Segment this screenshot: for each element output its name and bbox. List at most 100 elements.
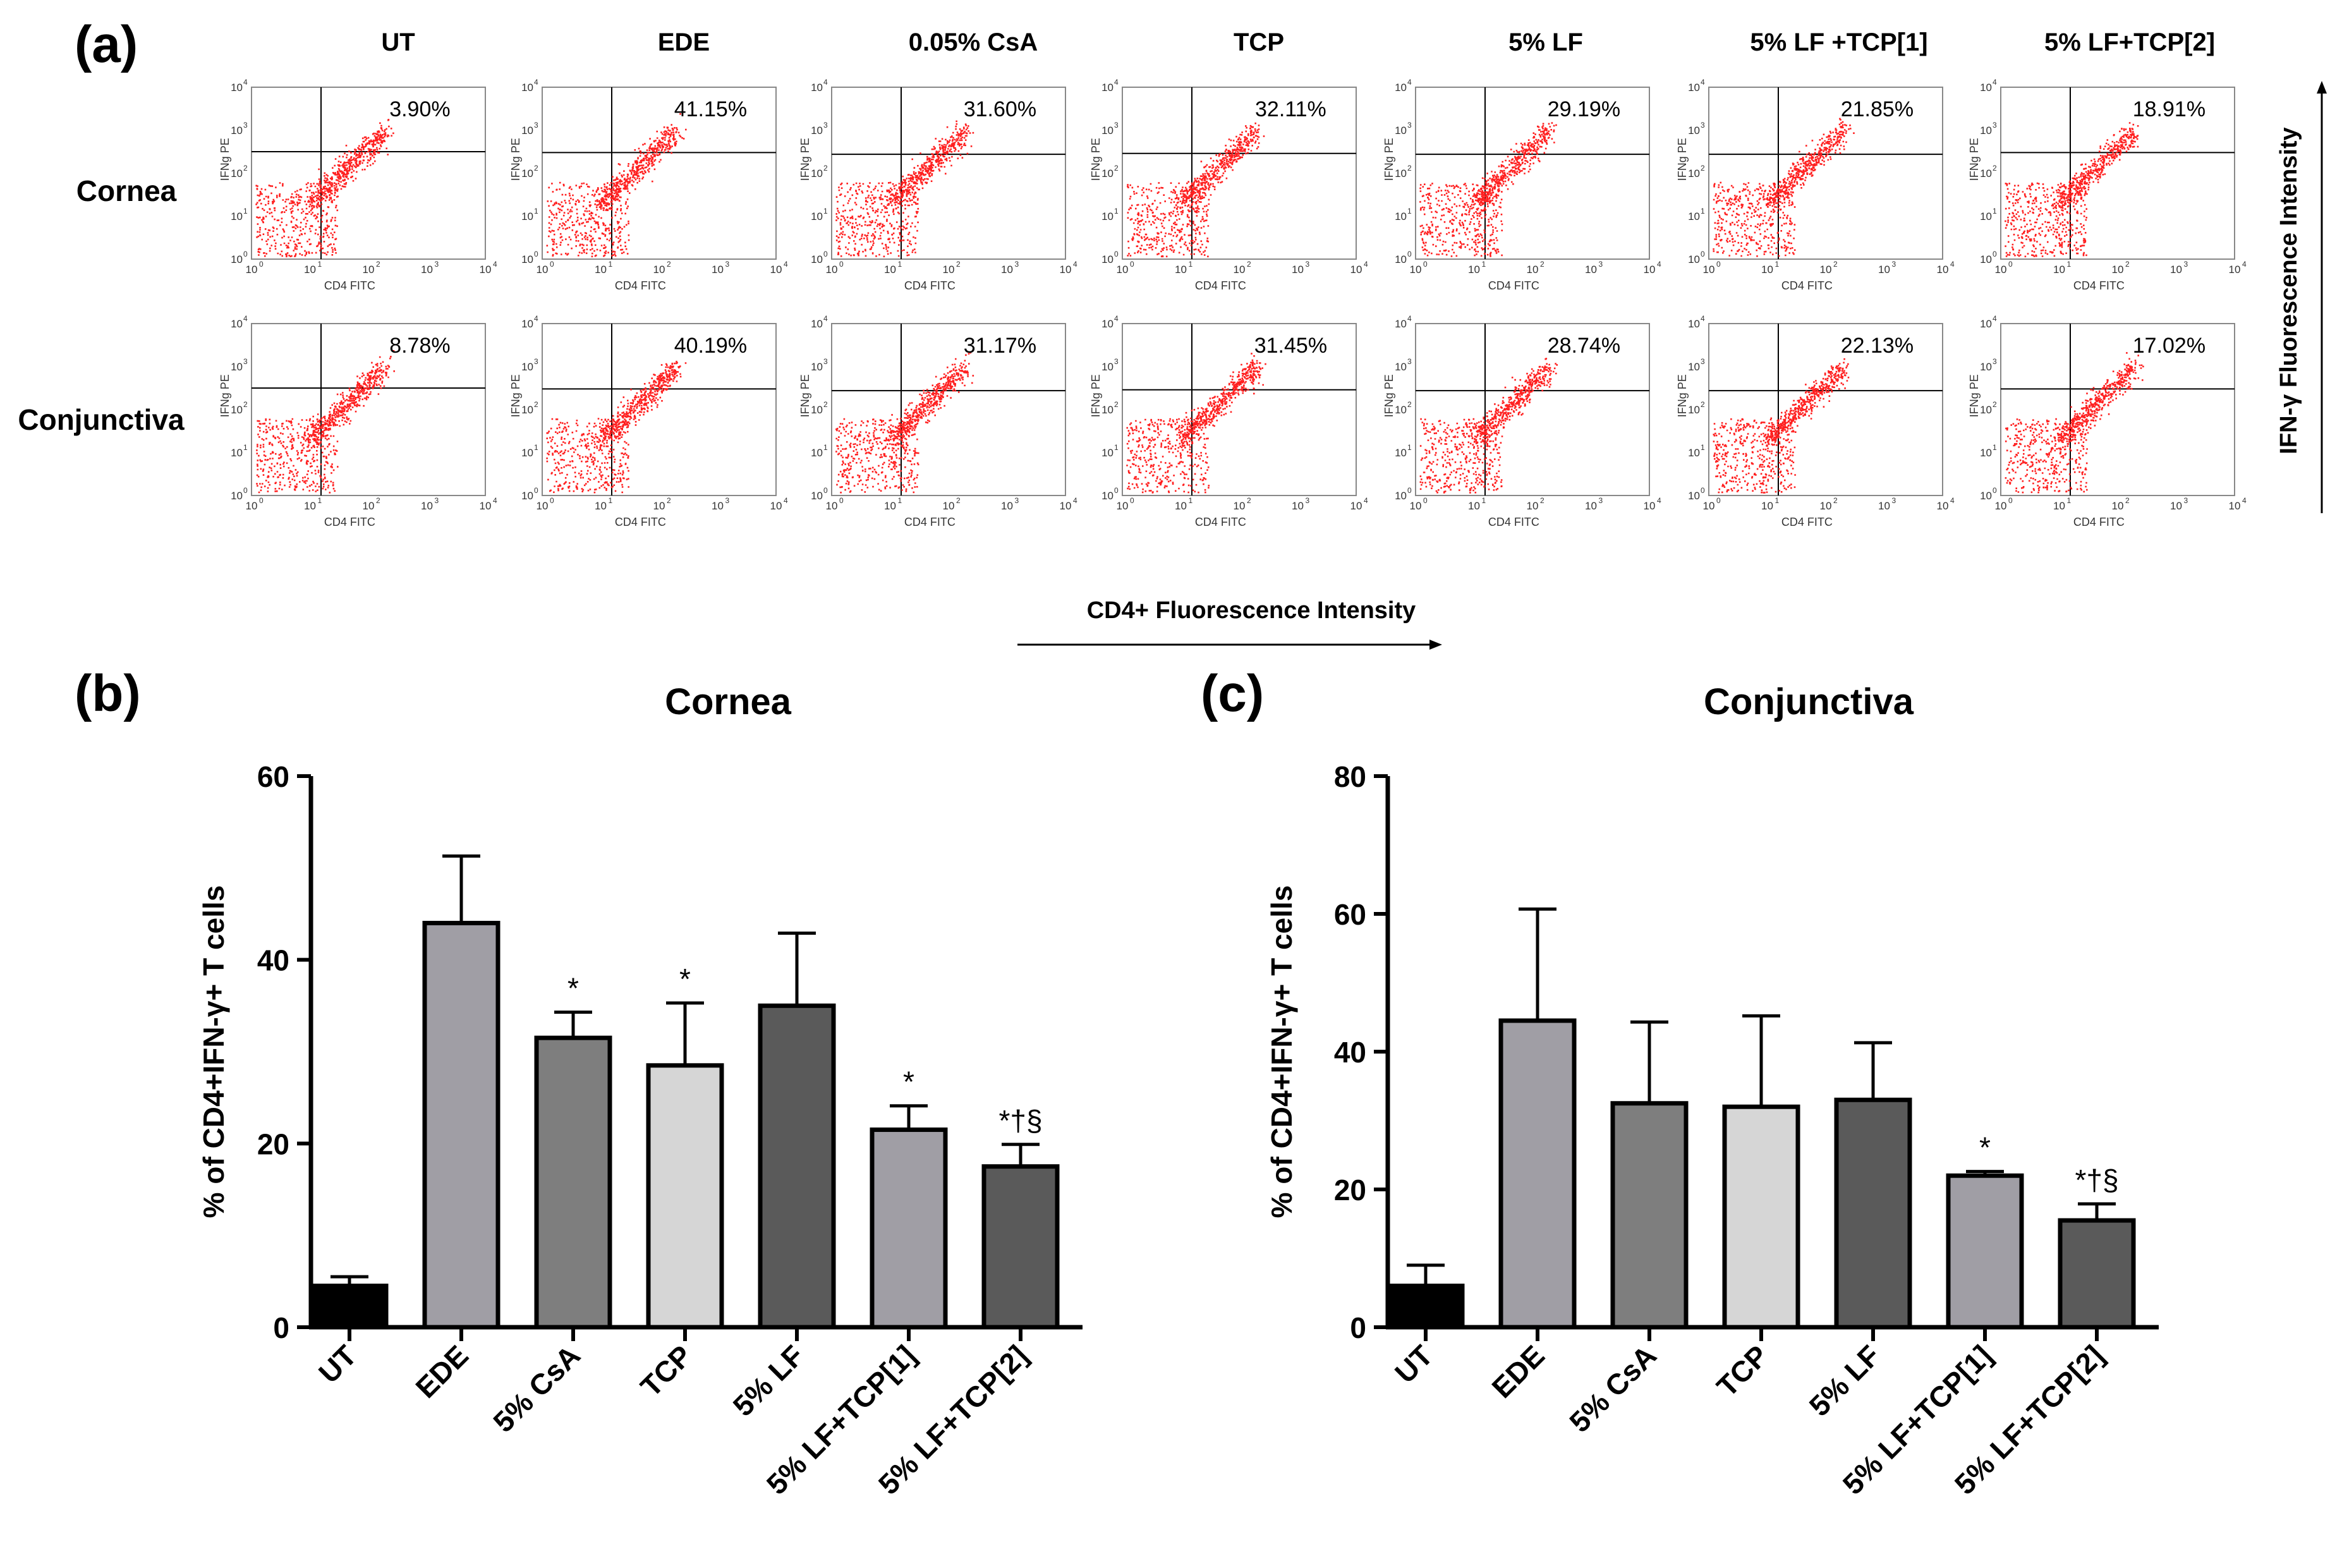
flow-x-tick-exponent: 2 (1833, 496, 1838, 505)
column-title-lf: 5% LF (1508, 28, 1583, 56)
bar (422, 921, 501, 1330)
flow-x-tick-label: 10 (884, 264, 896, 276)
column-title-csa: 0.05% CsA (909, 28, 1038, 56)
flow-x-tick-label: 10 (1175, 264, 1187, 276)
flow-y-axis-label: IFNg PE (1089, 374, 1102, 417)
flow-x-tick-exponent: 1 (898, 260, 902, 269)
flow-y-tick-exponent: 2 (534, 164, 538, 173)
flow-x-tick-exponent: 0 (259, 260, 264, 269)
flow-y-tick-label: 10 (521, 361, 533, 373)
flow-x-axis-label: CD4 FITC (2073, 516, 2125, 528)
flow-y-tick-exponent: 0 (1114, 250, 1119, 258)
flow-dots (255, 119, 394, 258)
bar (870, 1127, 948, 1330)
y-tick-label: 80 (1334, 760, 1366, 793)
flow-x-axis-label: CD4 FITC (1488, 516, 1539, 528)
flow-plot-frame (251, 87, 486, 260)
flow-x-tick-label: 10 (1292, 500, 1304, 512)
x-tick-label: UT (312, 1339, 363, 1389)
flow-x-tick-exponent: 3 (2184, 260, 2188, 269)
bar (1834, 1097, 1912, 1330)
flow-x-tick-label: 10 (2112, 264, 2124, 276)
flow-y-tick-label: 10 (1101, 404, 1113, 416)
flow-y-tick-exponent: 1 (1407, 207, 1412, 216)
flow-percentage-label: 3.90% (389, 97, 450, 121)
flow-plot-frame (1415, 323, 1650, 496)
flow-x-tick-label: 10 (1644, 264, 1656, 276)
flow-y-tick-label: 10 (1395, 361, 1407, 373)
flow-x-tick-label: 10 (884, 500, 896, 512)
chart-title: Cornea (665, 681, 792, 722)
flow-dot-cloud (255, 119, 394, 258)
flow-y-tick-exponent: 3 (534, 121, 538, 130)
flow-x-tick-label: 10 (2229, 264, 2241, 276)
flow-plot-frame (1122, 87, 1357, 260)
flow-plot-frame (831, 323, 1066, 496)
flow-x-tick-exponent: 1 (609, 260, 613, 269)
flow-x-tick-label: 10 (1937, 500, 1949, 512)
flow-x-tick-label: 10 (2170, 264, 2182, 276)
flow-dots (1713, 358, 1850, 494)
x-tick-label: EDE (1485, 1339, 1551, 1404)
flow-x-tick-label: 10 (1117, 264, 1129, 276)
flow-y-tick-label: 10 (1101, 361, 1113, 373)
flow-y-tick-exponent: 0 (1993, 486, 1997, 495)
flow-dots (1126, 353, 1266, 494)
flow-y-tick-label: 10 (1395, 82, 1407, 94)
flow-y-axis-label: IFNg PE (1968, 138, 1981, 181)
flow-percentage-label: 17.02% (2133, 334, 2205, 358)
flow-y-tick-exponent: 1 (1407, 443, 1412, 452)
flow-y-tick-label: 10 (811, 253, 823, 265)
flow-y-tick-label: 10 (811, 82, 823, 94)
flow-x-tick-exponent: 2 (1540, 496, 1544, 505)
flow-x-tick-label: 10 (1878, 500, 1890, 512)
flow-x-tick-exponent: 4 (1073, 260, 1077, 269)
flow-percentage-label: 31.45% (1254, 334, 1327, 358)
flow-x-tick-exponent: 2 (667, 260, 671, 269)
flow-y-tick-exponent: 4 (1407, 314, 1412, 323)
flow-x-tick-exponent: 1 (318, 260, 322, 269)
flow-x-tick-label: 10 (1350, 264, 1362, 276)
flow-dots (546, 113, 687, 258)
flow-y-tick-label: 10 (1101, 318, 1113, 330)
significance-annotation: *†§ (998, 1104, 1042, 1137)
flow-y-tick-label: 10 (231, 447, 243, 459)
flow-y-tick-label: 10 (1980, 404, 1992, 416)
flow-y-axis-label: IFNg PE (219, 138, 231, 181)
flow-y-tick-label: 10 (1101, 82, 1113, 94)
flow-y-tick-label: 10 (521, 210, 533, 222)
flow-y-tick-label: 10 (811, 210, 823, 222)
flow-y-tick-label: 10 (1101, 167, 1113, 179)
flow-x-tick-label: 10 (943, 500, 955, 512)
flow-y-tick-exponent: 4 (1993, 314, 1997, 323)
flow-x-tick-label: 10 (363, 264, 375, 276)
column-title-lf-tcp2: 5% LF+TCP[2] (2044, 28, 2215, 56)
flow-dots (1419, 122, 1557, 257)
flow-x-tick-label: 10 (826, 500, 838, 512)
global-y-axis-arrow-head (2317, 81, 2327, 94)
y-tick-label: 20 (1334, 1174, 1366, 1206)
flow-x-tick-label: 10 (1527, 264, 1539, 276)
flow-x-tick-exponent: 2 (1540, 260, 1544, 269)
panel-c-label: (c) (1201, 665, 1264, 722)
flow-y-axis-label: IFNg PE (1383, 374, 1395, 417)
flow-x-tick-exponent: 3 (435, 260, 439, 269)
flow-y-tick-label: 10 (231, 210, 243, 222)
flow-y-tick-exponent: 3 (1114, 121, 1119, 130)
panel-a-label: (a) (75, 16, 138, 73)
flow-y-tick-exponent: 3 (243, 357, 248, 366)
flow-x-tick-exponent: 4 (2242, 260, 2247, 269)
flow-dots (1127, 122, 1265, 258)
flow-y-tick-exponent: 1 (1701, 443, 1705, 452)
bar (1722, 1104, 1800, 1330)
bar (534, 1035, 612, 1330)
flow-dots (835, 120, 974, 258)
flow-y-tick-label: 10 (1980, 82, 1992, 94)
flow-y-tick-exponent: 3 (534, 357, 538, 366)
flow-x-tick-exponent: 3 (1015, 260, 1019, 269)
